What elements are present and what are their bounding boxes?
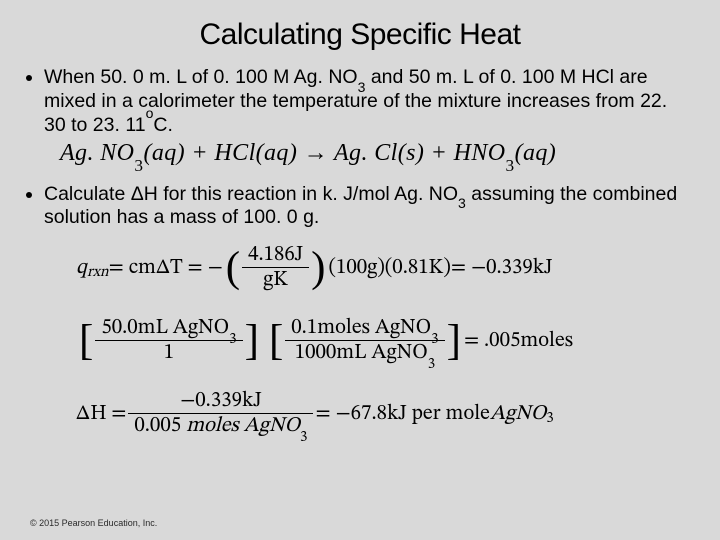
equation-moles: 50.0mL AgNO3 1 0.1moles AgNO3 1000mL AgN… [76,317,694,364]
eq1-den: gK [242,268,309,291]
eq3-num: −0.339kJ [128,390,313,414]
eq3-den-s: 3 [300,429,307,445]
eq1-q: q [76,255,87,281]
bullet-1-sub: 3 [358,79,366,95]
bullet-1-c: C. [153,114,173,136]
eq2-rhs: = .005moles [464,328,573,354]
bullet-2-sub: 3 [458,195,466,211]
eq3-dH: ΔH = [76,401,126,427]
eq2-num2-t: 0.1moles AgNO [291,317,431,338]
eq1-frac: 4.186J gK [242,244,309,291]
bullet-list: When 50. 0 m. L of 0. 100 M Ag. NO3 and … [26,66,694,230]
rxn-1: Ag. NO [60,140,134,166]
bullet-1-a: When 50. 0 m. L of 0. 100 M Ag. NO [44,66,358,88]
eq1-num: 4.186J [242,244,309,268]
eq2-den2-s: 3 [428,356,435,372]
eq2-den2: 1000mL AgNO3 [285,341,444,364]
eq3-den-b: moles AgNO [186,415,300,436]
bullet-2-a: Calculate [44,183,131,205]
eq3-den-a: 0.005 [134,415,186,436]
eq2-num1-s: 3 [229,331,236,347]
eq3-den: 0.005 moles AgNO3 [128,414,313,437]
slide: Calculating Specific Heat When 50. 0 m. … [0,0,720,540]
bullet-2-b: H for this reaction in k. J/mol Ag. NO [144,183,458,205]
rxn-sub1: 3 [134,156,143,175]
eq3-rhs-a: = −67.8kJ per mole [315,401,489,427]
eq2-brack2: 0.1moles AgNO3 1000mL AgNO3 [269,317,461,364]
bullet-2: Calculate ΔH for this reaction in k. J/m… [44,183,694,231]
eq2-num2-s: 3 [431,331,438,347]
rxn-2: (aq) + HCl(aq) → Ag. Cl(s) + HNO [143,140,505,166]
eq1-m: (100g)(0.81K) [328,255,450,281]
bullet-1-sup: o [146,105,154,121]
eq2-frac2: 0.1moles AgNO3 1000mL AgNO3 [285,317,444,364]
eq2-num1: 50.0mL AgNO3 [95,317,242,341]
eq2-brack1: 50.0mL AgNO3 1 [79,317,259,364]
eq1-paren: 4.186J gK [226,244,326,291]
eq1-rhs: = −0.339kJ [451,255,553,281]
rxn-sub2: 3 [506,156,515,175]
reaction-equation: Ag. NO3(aq) + HCl(aq) → Ag. Cl(s) + HNO3… [60,139,690,168]
copyright-text: © 2015 Pearson Education, Inc. [30,518,157,528]
eq3-frac: −0.339kJ 0.005 moles AgNO3 [128,390,313,437]
eq2-num1-t: 50.0mL AgNO [101,317,229,338]
equation-qrxn: qrxn = cmΔT = − 4.186J gK (100g)(0.81K) … [76,244,694,291]
eq2-num2: 0.1moles AgNO3 [285,317,444,341]
equation-deltaH: ΔH = −0.339kJ 0.005 moles AgNO3 = −67.8k… [76,390,694,437]
eq3-rhs-b: AgNO [490,401,546,427]
eq2-den1: 1 [95,341,242,364]
rxn-3: (aq) [515,140,557,166]
slide-title: Calculating Specific Heat [26,18,694,52]
eq2-den2-t: 1000mL AgNO [295,342,428,363]
equation-block: qrxn = cmΔT = − 4.186J gK (100g)(0.81K) … [76,244,694,437]
bullet-1: When 50. 0 m. L of 0. 100 M Ag. NO3 and … [44,66,694,169]
eq2-frac1: 50.0mL AgNO3 1 [95,317,242,364]
eq1-eq: = cmΔT = − [109,255,223,281]
bullet-2-delta: Δ [131,183,144,205]
